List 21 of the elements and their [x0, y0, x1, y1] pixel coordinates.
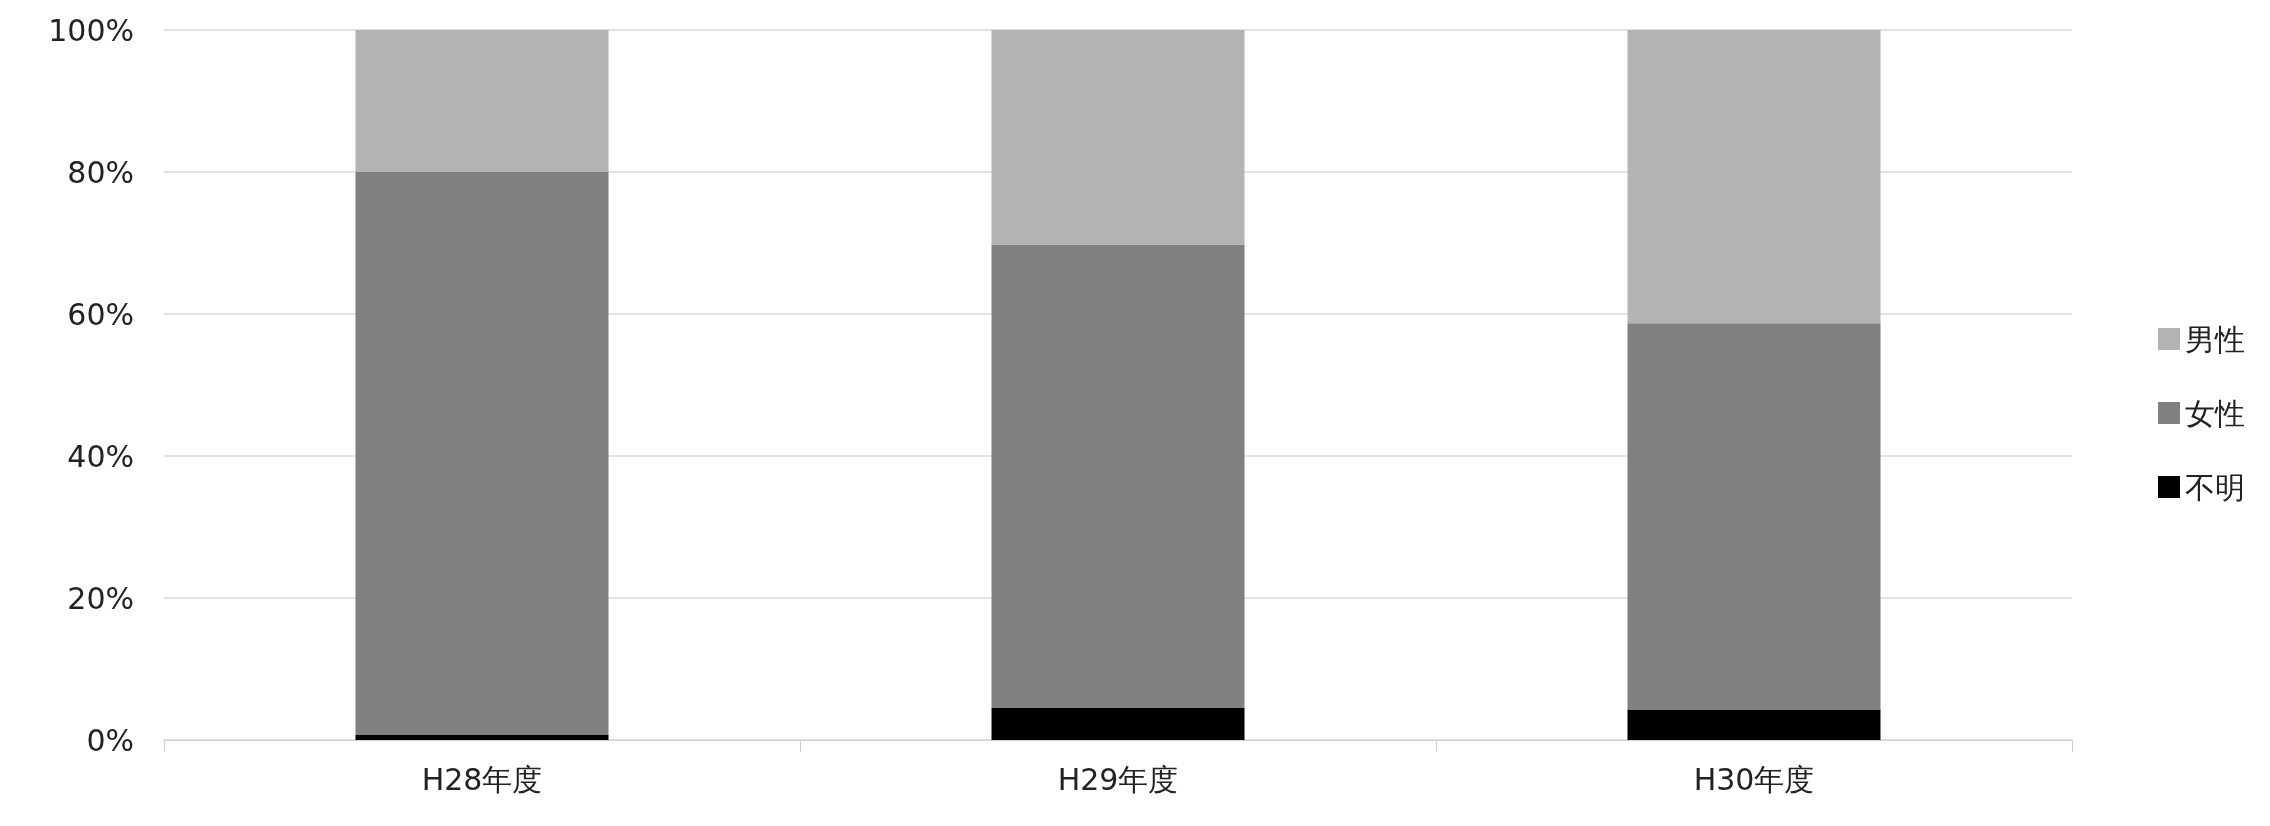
bar [1627, 709, 1881, 740]
bar [991, 30, 1245, 245]
bar [1627, 30, 1881, 324]
y-tick-label: 60% [67, 296, 134, 332]
bar [355, 735, 609, 740]
y-tick-label: 20% [67, 580, 134, 616]
bar [1627, 323, 1881, 710]
y-tick-label: 100% [48, 12, 134, 48]
legend-label: 男性 [2185, 321, 2245, 357]
x-tick-label: H30年度 [1693, 761, 1815, 797]
x-tick-label: H29年度 [1057, 761, 1179, 797]
y-tick-label: 80% [67, 154, 134, 190]
legend-label: 女性 [2185, 395, 2245, 431]
bar [991, 244, 1245, 709]
legend-label: 不明 [2185, 469, 2245, 505]
bar [355, 30, 609, 172]
bar [355, 172, 609, 736]
y-tick-label: 40% [67, 438, 134, 474]
y-tick-label: 0% [86, 722, 134, 758]
bar [991, 708, 1245, 740]
x-tick-label: H28年度 [421, 761, 543, 797]
